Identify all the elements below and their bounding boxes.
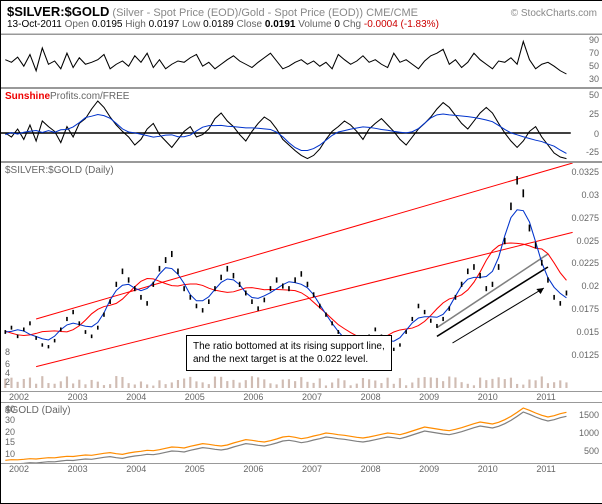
ohlc-row: 13-Oct-2011 Open 0.0195 High 0.0197 Low … [7,19,597,30]
indicator-panel-2: SunshineProfits.com/FREE 50 25 0 -25 [1,88,602,162]
symbol: $SILVER:$GOLD [7,4,109,19]
symbol-desc: (Silver - Spot Price (EOD)/Gold - Spot P… [112,7,418,19]
watermark: SunshineProfits.com/FREE [5,91,129,102]
chart-header: $SILVER:$GOLD (Silver - Spot Price (EOD)… [1,1,602,34]
indicator-panel-1: 90 70 50 30 [1,34,602,88]
x-axis-bottom: 2002200320042005200620072008200920102011 [1,464,602,474]
credit: © StockCharts.com [511,8,597,19]
annotation-box: The ratio bottomed at its rising support… [186,335,392,371]
price-label: $SILVER:$GOLD (Daily) [5,165,114,176]
price-panel: $SILVER:$GOLD (Daily) 0.0325 0.03 0.0275… [1,162,602,392]
gold-panel: $GOLD (Daily) 40 30 20 15 10 1500 1000 5… [1,402,602,464]
gold-label: $GOLD (Daily) [5,405,71,416]
x-axis-main: 2002200320042005200620072008200920102011 [1,392,602,402]
